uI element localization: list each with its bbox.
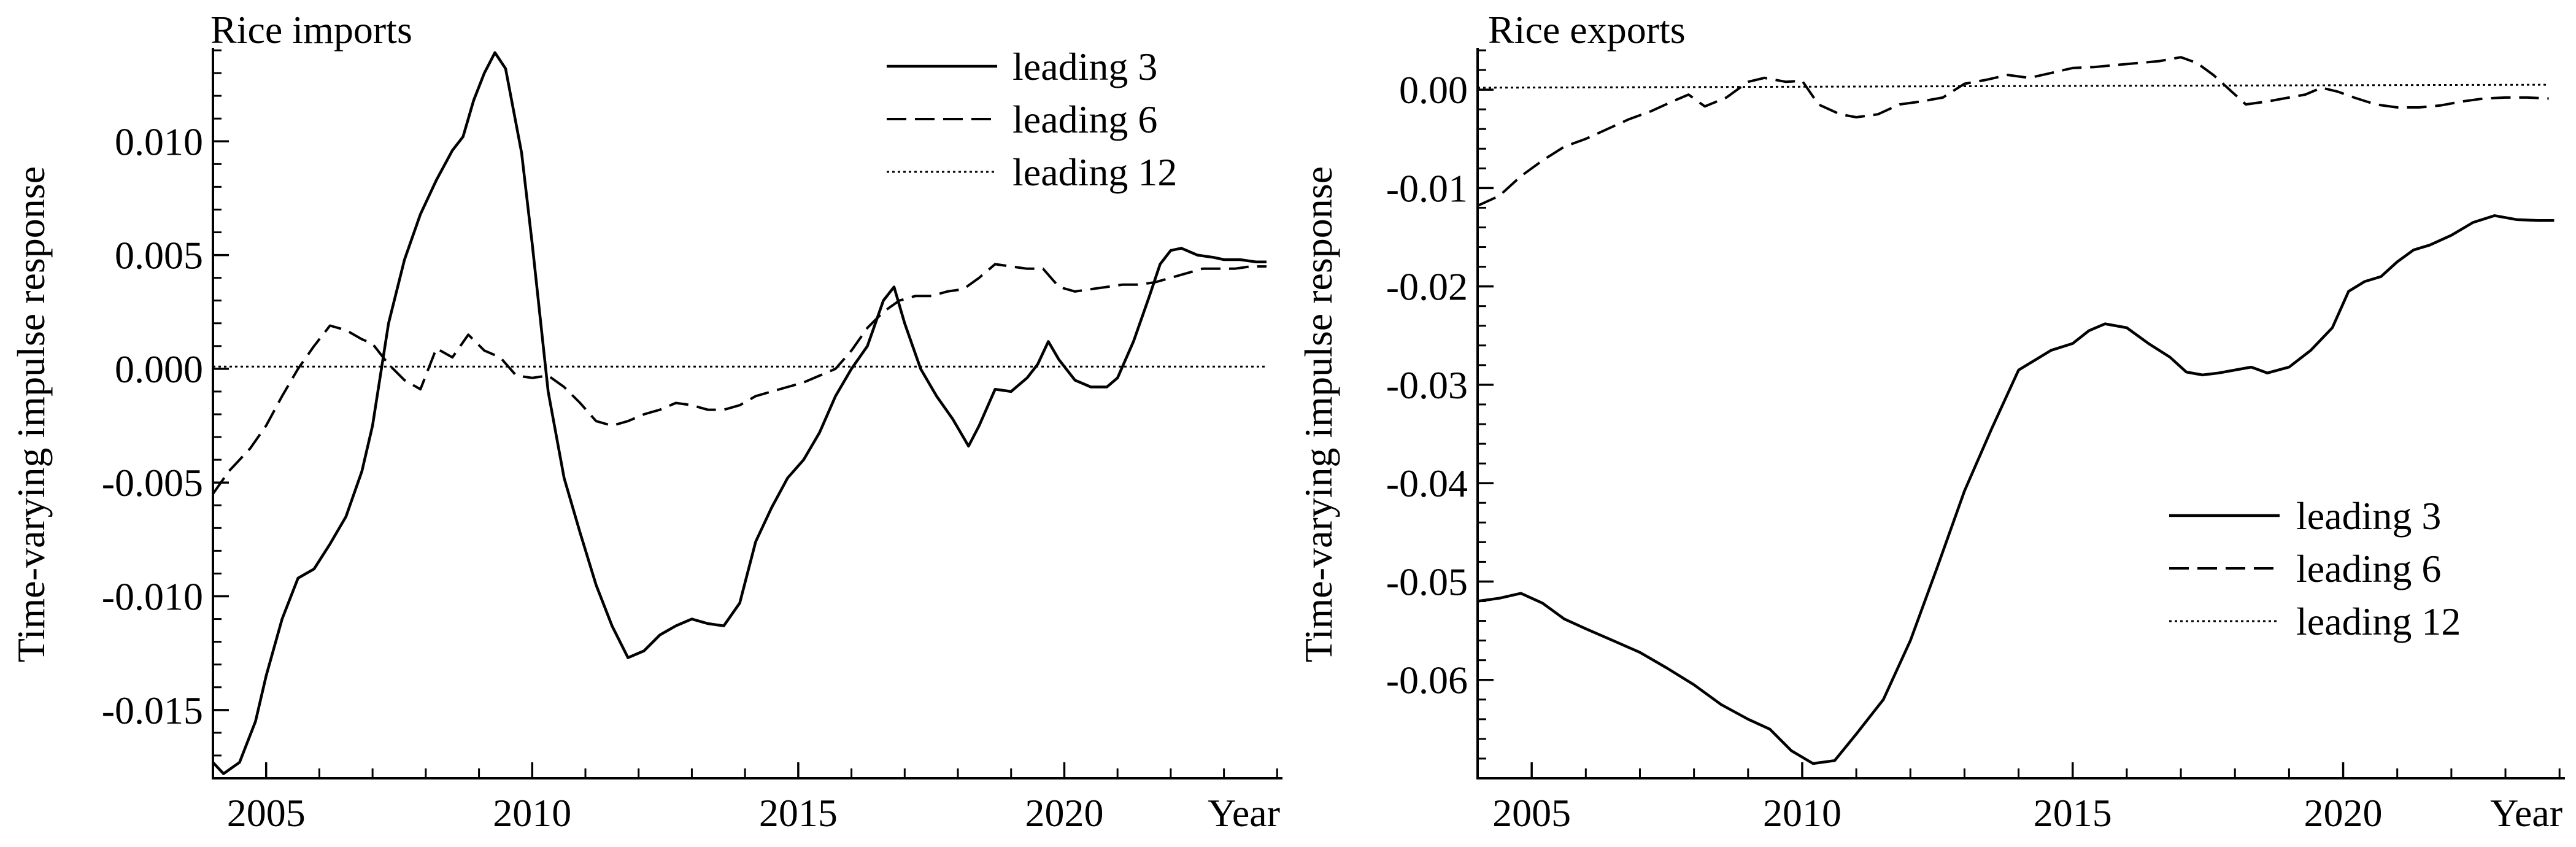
y-tick-label: -0.01	[1386, 166, 1468, 210]
y-tick-label: 0.00	[1399, 68, 1468, 112]
series-line-leading-3	[212, 51, 1267, 775]
y-axis-label: Time-varying impulse response	[9, 166, 53, 662]
y-tick-label: -0.005	[102, 461, 203, 505]
y-tick-label: 0.010	[115, 120, 203, 163]
legend-label: leading 12	[2296, 600, 2461, 643]
x-tick-label: 2020	[1025, 791, 1103, 835]
x-tick-label: 2015	[2034, 791, 2112, 835]
series-line-leading-6	[1477, 56, 2549, 207]
x-tick-label: 2010	[1763, 791, 1841, 835]
y-tick-label: -0.06	[1386, 659, 1468, 702]
y-tick-label: -0.015	[102, 689, 203, 732]
chart-title: Rice exports	[1488, 8, 1686, 52]
y-tick-label: -0.05	[1386, 560, 1468, 603]
y-axis-label: Time-varying impulse response	[1297, 166, 1340, 662]
rice-exports-chart: -0.06 -0.05 -0.04 -0.03 -0.02 -0.01 0.00 2005 20…	[1297, 8, 2565, 835]
y-tick-label: 0.000	[115, 347, 203, 391]
legend-label: leading 3	[2296, 494, 2441, 538]
x-axis-label: Year	[1208, 791, 1280, 835]
y-tick-label: 0.005	[115, 234, 203, 277]
rice-imports-chart: -0.015 -0.010 -0.005 0.000 0.005 0.010 2005 201…	[9, 8, 1282, 835]
series-line-leading-12	[1477, 83, 2549, 89]
y-tick-label: -0.03	[1386, 363, 1468, 407]
y-tick-label: -0.02	[1386, 265, 1468, 309]
legend-label: leading 3	[1012, 45, 1157, 88]
legend: leading 3 leading 6 leading 12	[887, 45, 1177, 194]
series-line-leading-6	[212, 263, 1267, 495]
x-tick-label: 2020	[2304, 791, 2383, 835]
legend-label: leading 6	[2296, 547, 2441, 590]
x-tick-label: 2015	[759, 791, 838, 835]
legend: leading 3 leading 6 leading 12	[2169, 494, 2461, 643]
axes-frame	[1476, 48, 2565, 779]
x-tick-label: 2005	[227, 791, 306, 835]
legend-label: leading 6	[1012, 98, 1157, 141]
y-tick-label: -0.010	[102, 575, 203, 619]
y-tick-label: -0.04	[1386, 462, 1468, 505]
x-tick-label: 2005	[1492, 791, 1571, 835]
legend-label: leading 12	[1012, 150, 1177, 194]
x-tick-label: 2010	[493, 791, 571, 835]
x-axis-label: Year	[2490, 791, 2563, 835]
chart-title: Rice imports	[210, 8, 412, 52]
series-line-leading-3	[1477, 214, 2555, 765]
